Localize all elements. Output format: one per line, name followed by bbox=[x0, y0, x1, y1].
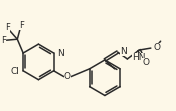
Text: Cl: Cl bbox=[10, 67, 19, 76]
Text: N: N bbox=[58, 49, 64, 57]
Text: F: F bbox=[5, 23, 10, 32]
Text: F: F bbox=[19, 21, 24, 30]
Text: F: F bbox=[1, 36, 6, 45]
Text: O: O bbox=[142, 58, 149, 67]
Text: N: N bbox=[120, 47, 127, 56]
Text: O: O bbox=[64, 72, 71, 81]
Text: O: O bbox=[154, 43, 161, 52]
Text: HN: HN bbox=[132, 54, 146, 62]
